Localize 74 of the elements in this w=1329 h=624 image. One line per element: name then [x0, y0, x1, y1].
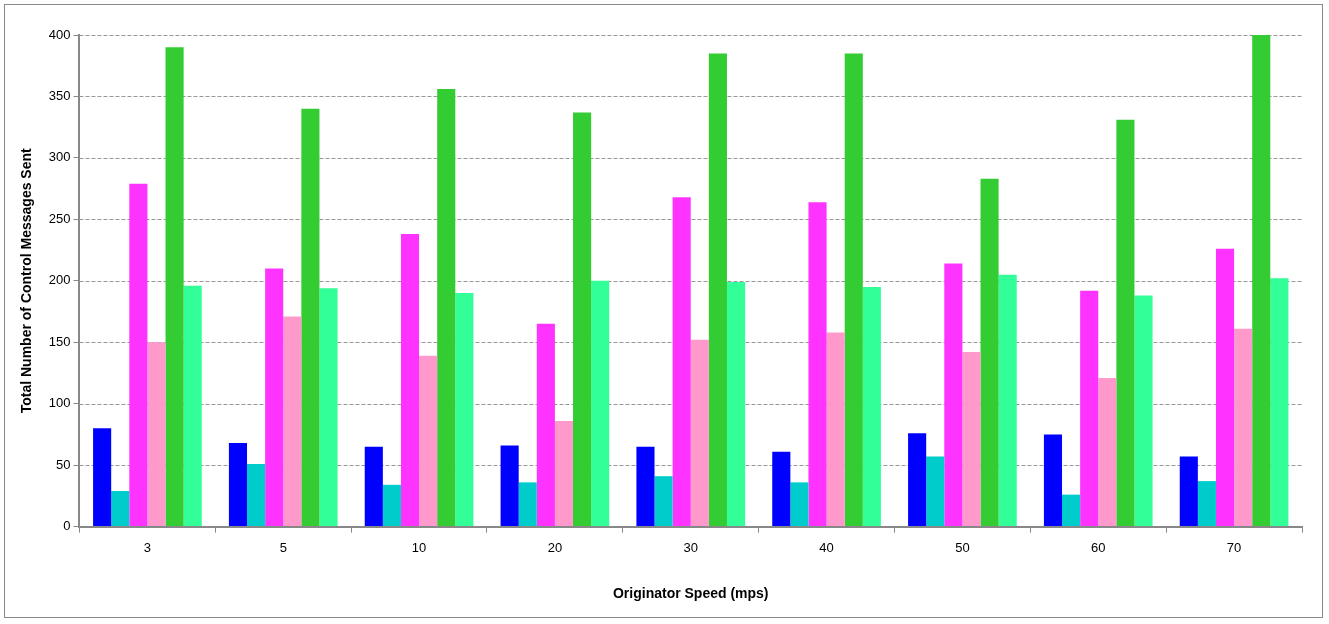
- bar: [147, 342, 166, 527]
- bar: [554, 420, 574, 527]
- bar: [455, 293, 474, 527]
- x-tick-label: 70: [1226, 539, 1242, 555]
- bar: [1215, 248, 1235, 527]
- bar: [1197, 481, 1216, 527]
- bar: [908, 433, 927, 527]
- y-tick-label: 350: [48, 88, 71, 104]
- bar: [1179, 456, 1198, 527]
- bar: [382, 484, 401, 527]
- y-tick-label: 0: [63, 518, 71, 534]
- x-tick-label: 10: [411, 539, 427, 555]
- x-tick-label: 40: [819, 539, 834, 555]
- bar: [591, 280, 610, 527]
- x-tick-label: 60: [1091, 539, 1106, 555]
- bar: [1134, 295, 1153, 527]
- bar: [772, 451, 791, 527]
- bar: [364, 446, 383, 527]
- bar: [319, 288, 338, 527]
- x-tick-label: 3: [143, 539, 152, 555]
- y-tick-label: 250: [48, 210, 71, 226]
- bar: [862, 286, 881, 527]
- bar: [980, 178, 999, 527]
- y-tick-label: 150: [48, 333, 71, 349]
- bar: [790, 482, 809, 527]
- bar: [247, 463, 266, 527]
- x-tick-label: 5: [279, 539, 287, 555]
- bar: [1062, 494, 1081, 527]
- bar: [283, 316, 302, 527]
- x-tick-label: 50: [955, 539, 970, 555]
- y-tick-label: 300: [48, 149, 71, 165]
- bar: [1080, 290, 1099, 527]
- bar: [129, 183, 148, 527]
- bar: [111, 490, 130, 527]
- bar: [672, 197, 691, 527]
- bar: [844, 53, 863, 527]
- bar: [1043, 434, 1063, 527]
- y-tick-label: 50: [56, 456, 71, 472]
- bar: [536, 323, 555, 527]
- bar: [708, 53, 727, 527]
- bar: [518, 482, 537, 527]
- bar: [1270, 278, 1289, 527]
- bar: [1116, 119, 1135, 527]
- y-axis-title: Total Number of Control Messages Sent: [18, 147, 35, 414]
- bar: [165, 47, 184, 527]
- bar: [998, 274, 1017, 527]
- bar: [500, 445, 519, 527]
- bar: [636, 446, 655, 527]
- bar: [1098, 377, 1117, 527]
- bar: [228, 443, 248, 527]
- y-tick-label: 400: [48, 26, 71, 42]
- bar: [726, 282, 746, 527]
- bar: [265, 268, 284, 527]
- x-tick-label: 20: [547, 539, 563, 555]
- bar: [808, 202, 827, 527]
- bar: [93, 428, 112, 527]
- bar: [573, 112, 592, 527]
- bar: [926, 456, 945, 527]
- bar: [944, 263, 963, 527]
- bar: [1234, 328, 1253, 527]
- bar: [654, 476, 673, 527]
- x-axis-title: Originator Speed (mps): [612, 585, 769, 602]
- bar: [183, 285, 202, 527]
- x-tick-label: 30: [683, 539, 698, 555]
- bar: [437, 89, 456, 527]
- bar: [826, 332, 845, 527]
- y-tick-label: 200: [48, 272, 71, 288]
- y-tick-label: 100: [48, 395, 71, 411]
- bar: [962, 352, 981, 527]
- bar: [690, 339, 709, 527]
- bar: [419, 355, 438, 527]
- bar: [301, 108, 320, 527]
- bar: [1252, 35, 1271, 527]
- bar: [400, 234, 420, 527]
